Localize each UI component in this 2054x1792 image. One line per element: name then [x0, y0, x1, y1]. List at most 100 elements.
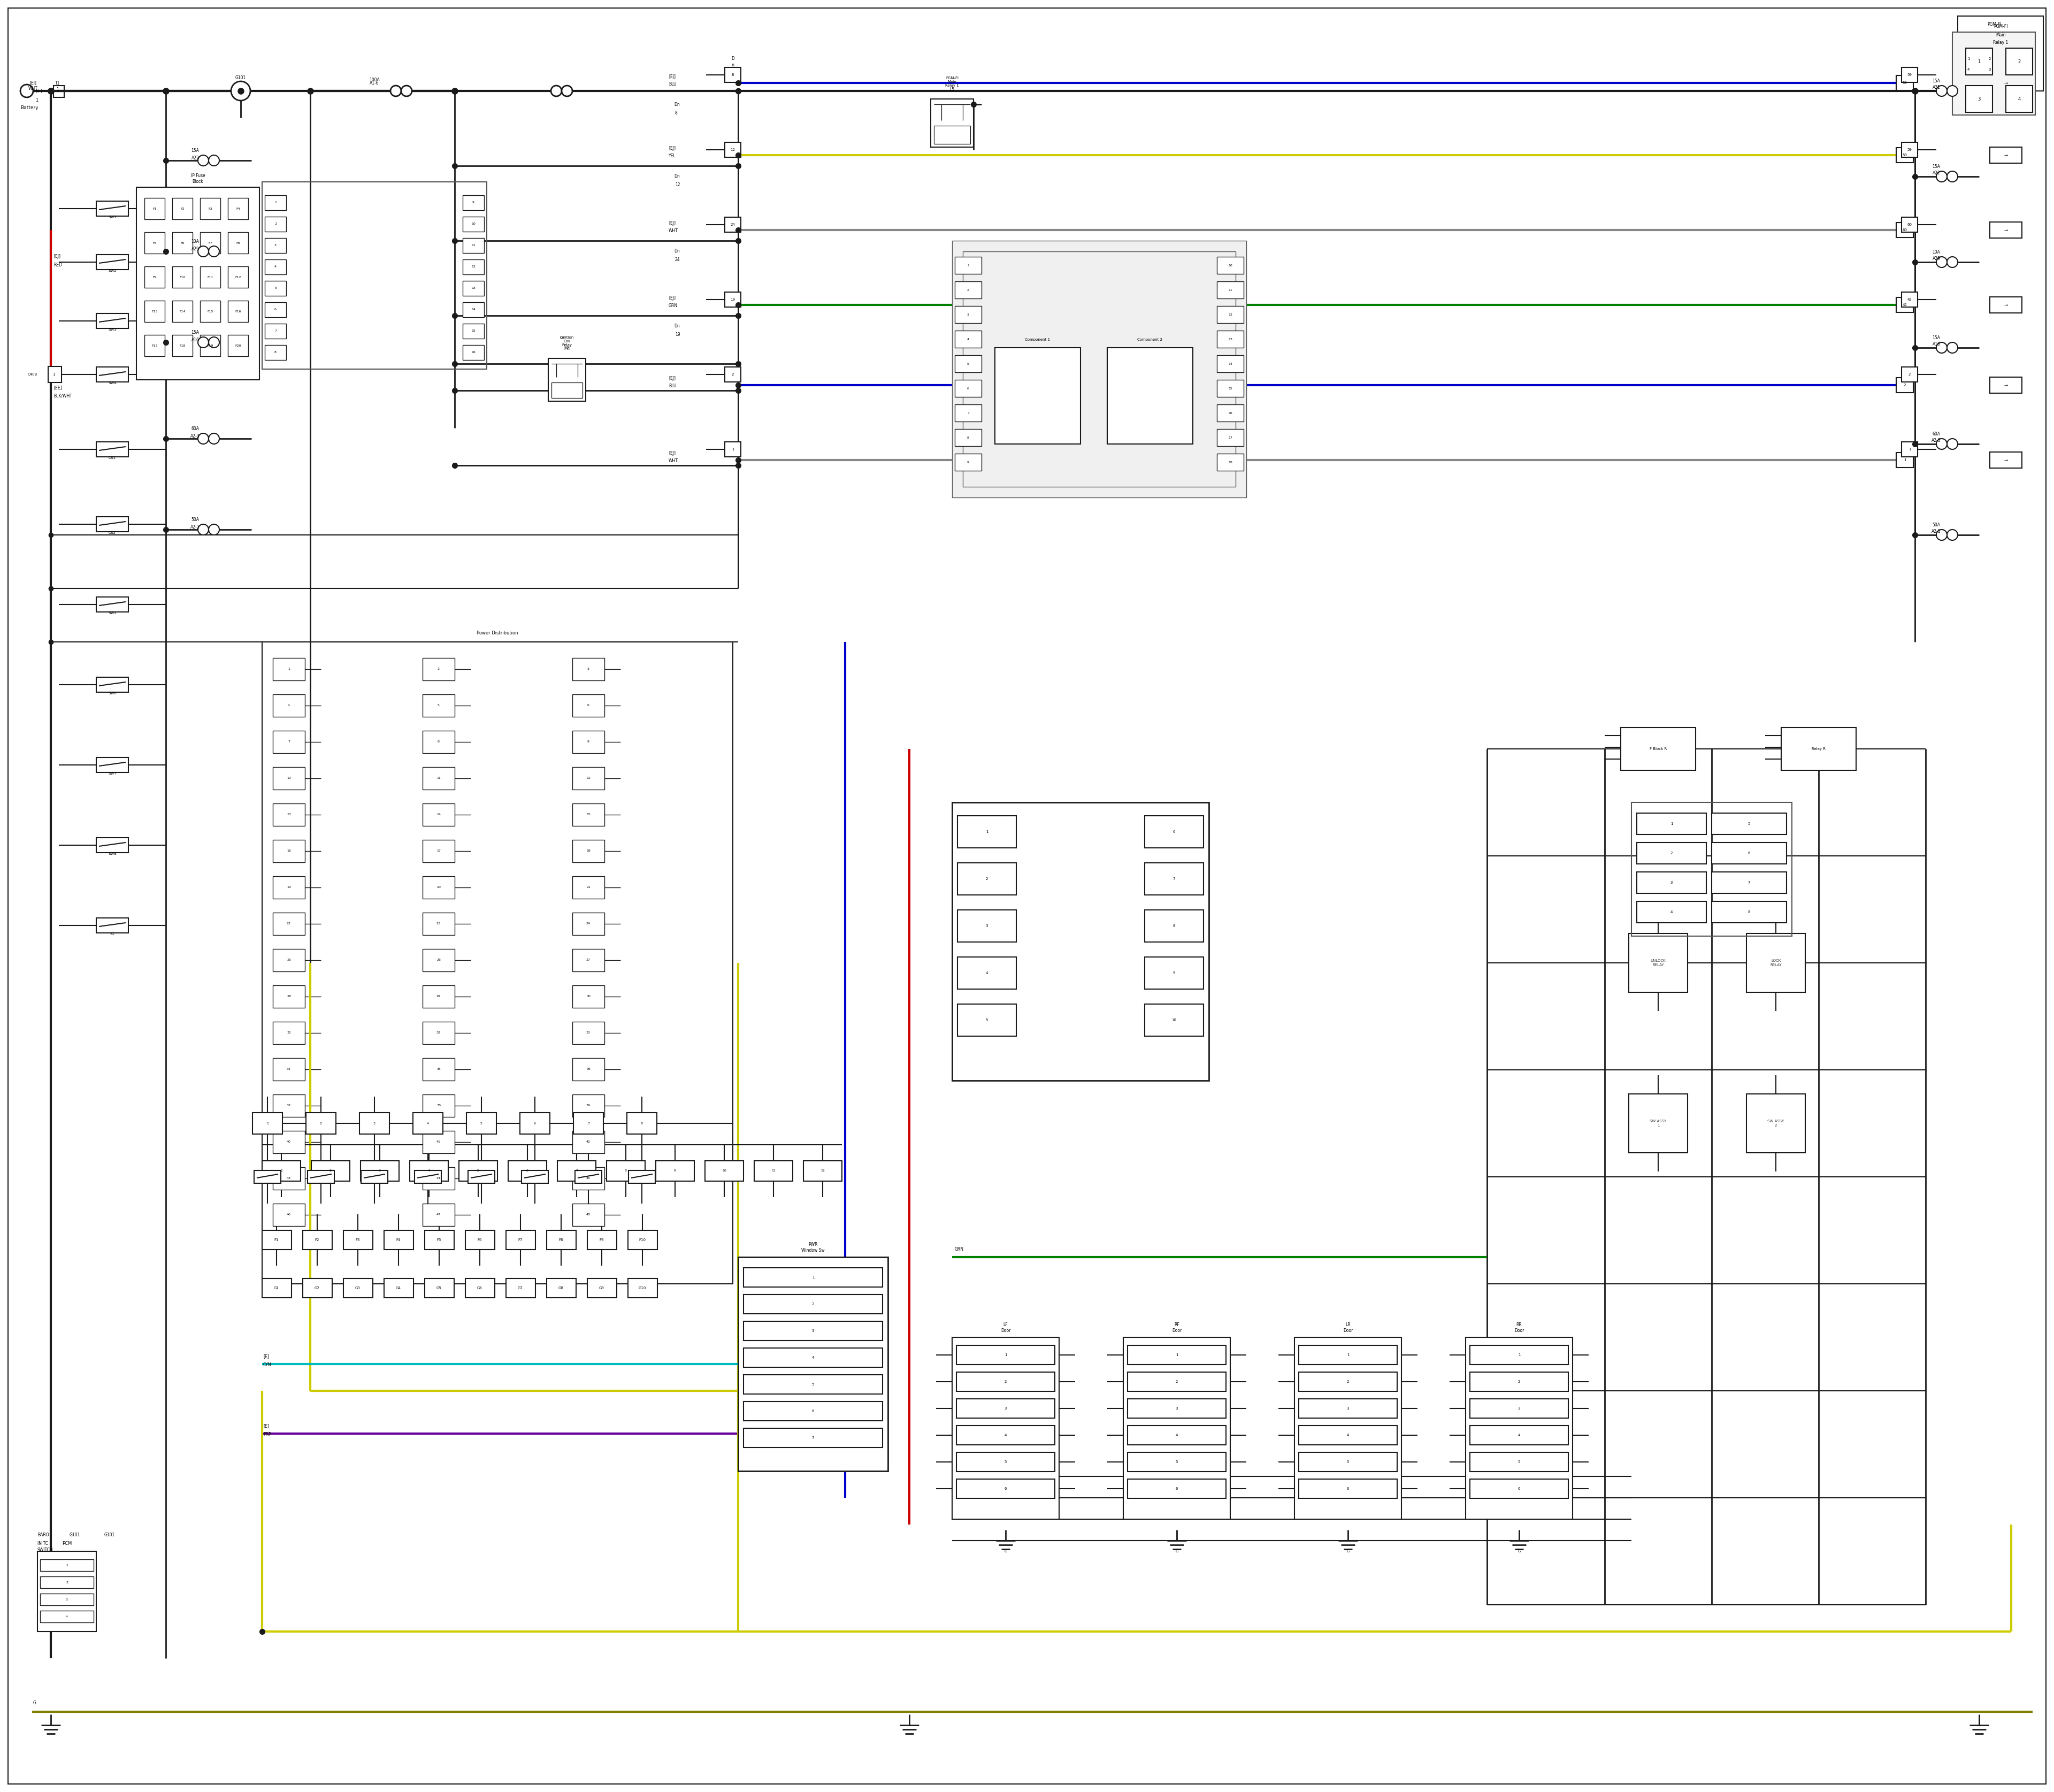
Bar: [744, 1348, 883, 1367]
Bar: [273, 1167, 304, 1190]
Text: Dn: Dn: [674, 102, 680, 108]
Bar: [1124, 1337, 1230, 1520]
Text: 6: 6: [1175, 1487, 1179, 1491]
Text: 12: 12: [676, 183, 680, 188]
Text: SW3: SW3: [109, 328, 117, 332]
Text: WHT: WHT: [29, 86, 37, 91]
Bar: [462, 303, 485, 317]
Bar: [725, 217, 741, 233]
Circle shape: [210, 246, 220, 256]
Text: 1: 1: [58, 88, 60, 91]
Text: 59: 59: [1902, 81, 1906, 84]
Text: F5: F5: [152, 242, 156, 244]
Bar: [550, 382, 583, 398]
Text: RF
Door: RF Door: [1173, 1322, 1181, 1333]
Text: PRP: PRP: [263, 1432, 271, 1437]
Text: F5: F5: [438, 1238, 442, 1242]
Bar: [228, 335, 249, 357]
Text: YEL: YEL: [670, 154, 676, 159]
Bar: [1896, 297, 1914, 312]
Text: PGM-FI: PGM-FI: [1994, 25, 2007, 29]
Text: 2: 2: [1988, 57, 1990, 61]
Bar: [1902, 142, 1918, 158]
Text: 38: 38: [438, 1104, 442, 1107]
Bar: [725, 68, 741, 82]
Bar: [97, 201, 127, 217]
Text: [E]: [E]: [263, 1355, 269, 1358]
Circle shape: [401, 86, 413, 97]
Text: 18: 18: [585, 849, 589, 853]
Bar: [1471, 1400, 1569, 1417]
Text: Power Distribution: Power Distribution: [477, 631, 518, 636]
Text: SW6: SW6: [109, 692, 117, 695]
Bar: [144, 233, 164, 253]
Text: 23: 23: [435, 923, 442, 925]
Text: 60: 60: [1908, 222, 1912, 226]
Text: Dn: Dn: [674, 249, 680, 254]
Text: 12: 12: [820, 1170, 826, 1172]
Text: A2-3: A2-3: [191, 434, 199, 439]
Text: F10: F10: [179, 276, 185, 278]
Text: G: G: [1175, 1550, 1179, 1554]
Text: 48: 48: [585, 1213, 589, 1217]
Text: [EJ]: [EJ]: [670, 147, 676, 151]
Bar: [546, 1278, 575, 1297]
Text: 11: 11: [1228, 289, 1232, 292]
Text: 4: 4: [1347, 1434, 1349, 1437]
Bar: [199, 233, 220, 253]
Bar: [587, 1231, 616, 1249]
Text: 21: 21: [585, 885, 589, 889]
Text: BARO: BARO: [37, 1532, 49, 1538]
Circle shape: [550, 86, 561, 97]
Bar: [744, 1428, 883, 1448]
Bar: [1216, 428, 1243, 446]
Text: Relay R: Relay R: [1812, 747, 1826, 751]
Text: SW7: SW7: [109, 772, 117, 776]
Bar: [199, 301, 220, 323]
Bar: [935, 125, 969, 143]
Bar: [1298, 1478, 1397, 1498]
Bar: [546, 1231, 575, 1249]
Text: [EE]: [EE]: [53, 385, 62, 391]
Bar: [263, 1278, 292, 1297]
Text: 2: 2: [1518, 1380, 1520, 1383]
Bar: [462, 260, 485, 274]
Text: G1: G1: [273, 1287, 279, 1290]
Text: 2: 2: [1670, 851, 1672, 855]
Text: 8: 8: [641, 1122, 643, 1125]
Bar: [744, 1294, 883, 1314]
Text: 7: 7: [575, 1170, 577, 1172]
Text: 11: 11: [438, 778, 442, 780]
Bar: [629, 1278, 657, 1297]
Bar: [1107, 348, 1193, 444]
Text: [EJ]: [EJ]: [670, 452, 676, 455]
Bar: [575, 1170, 602, 1183]
Bar: [53, 86, 64, 97]
Text: 3: 3: [378, 1170, 380, 1172]
Text: 7: 7: [587, 1122, 589, 1125]
Text: 59: 59: [1908, 149, 1912, 151]
Text: A16: A16: [191, 337, 199, 342]
Text: 100A: 100A: [370, 77, 380, 82]
Text: 20: 20: [438, 885, 442, 889]
Bar: [1902, 367, 1918, 382]
Bar: [744, 1374, 883, 1394]
Text: LR
Door: LR Door: [1343, 1322, 1354, 1333]
Bar: [273, 876, 304, 898]
Text: 1: 1: [267, 1122, 269, 1125]
Bar: [1144, 815, 1204, 848]
Bar: [1216, 306, 1243, 323]
Text: 6: 6: [1518, 1487, 1520, 1491]
Circle shape: [1937, 86, 1947, 97]
Bar: [744, 1321, 883, 1340]
Bar: [1966, 86, 1992, 113]
Text: CB1: CB1: [109, 457, 117, 459]
Bar: [573, 1021, 604, 1045]
Text: 10A: 10A: [191, 240, 199, 244]
Bar: [423, 986, 454, 1007]
Text: 3: 3: [275, 244, 277, 247]
Text: Relay 1: Relay 1: [1992, 41, 2009, 45]
Text: 12: 12: [470, 265, 474, 269]
Circle shape: [1937, 530, 1947, 539]
Bar: [573, 803, 604, 826]
